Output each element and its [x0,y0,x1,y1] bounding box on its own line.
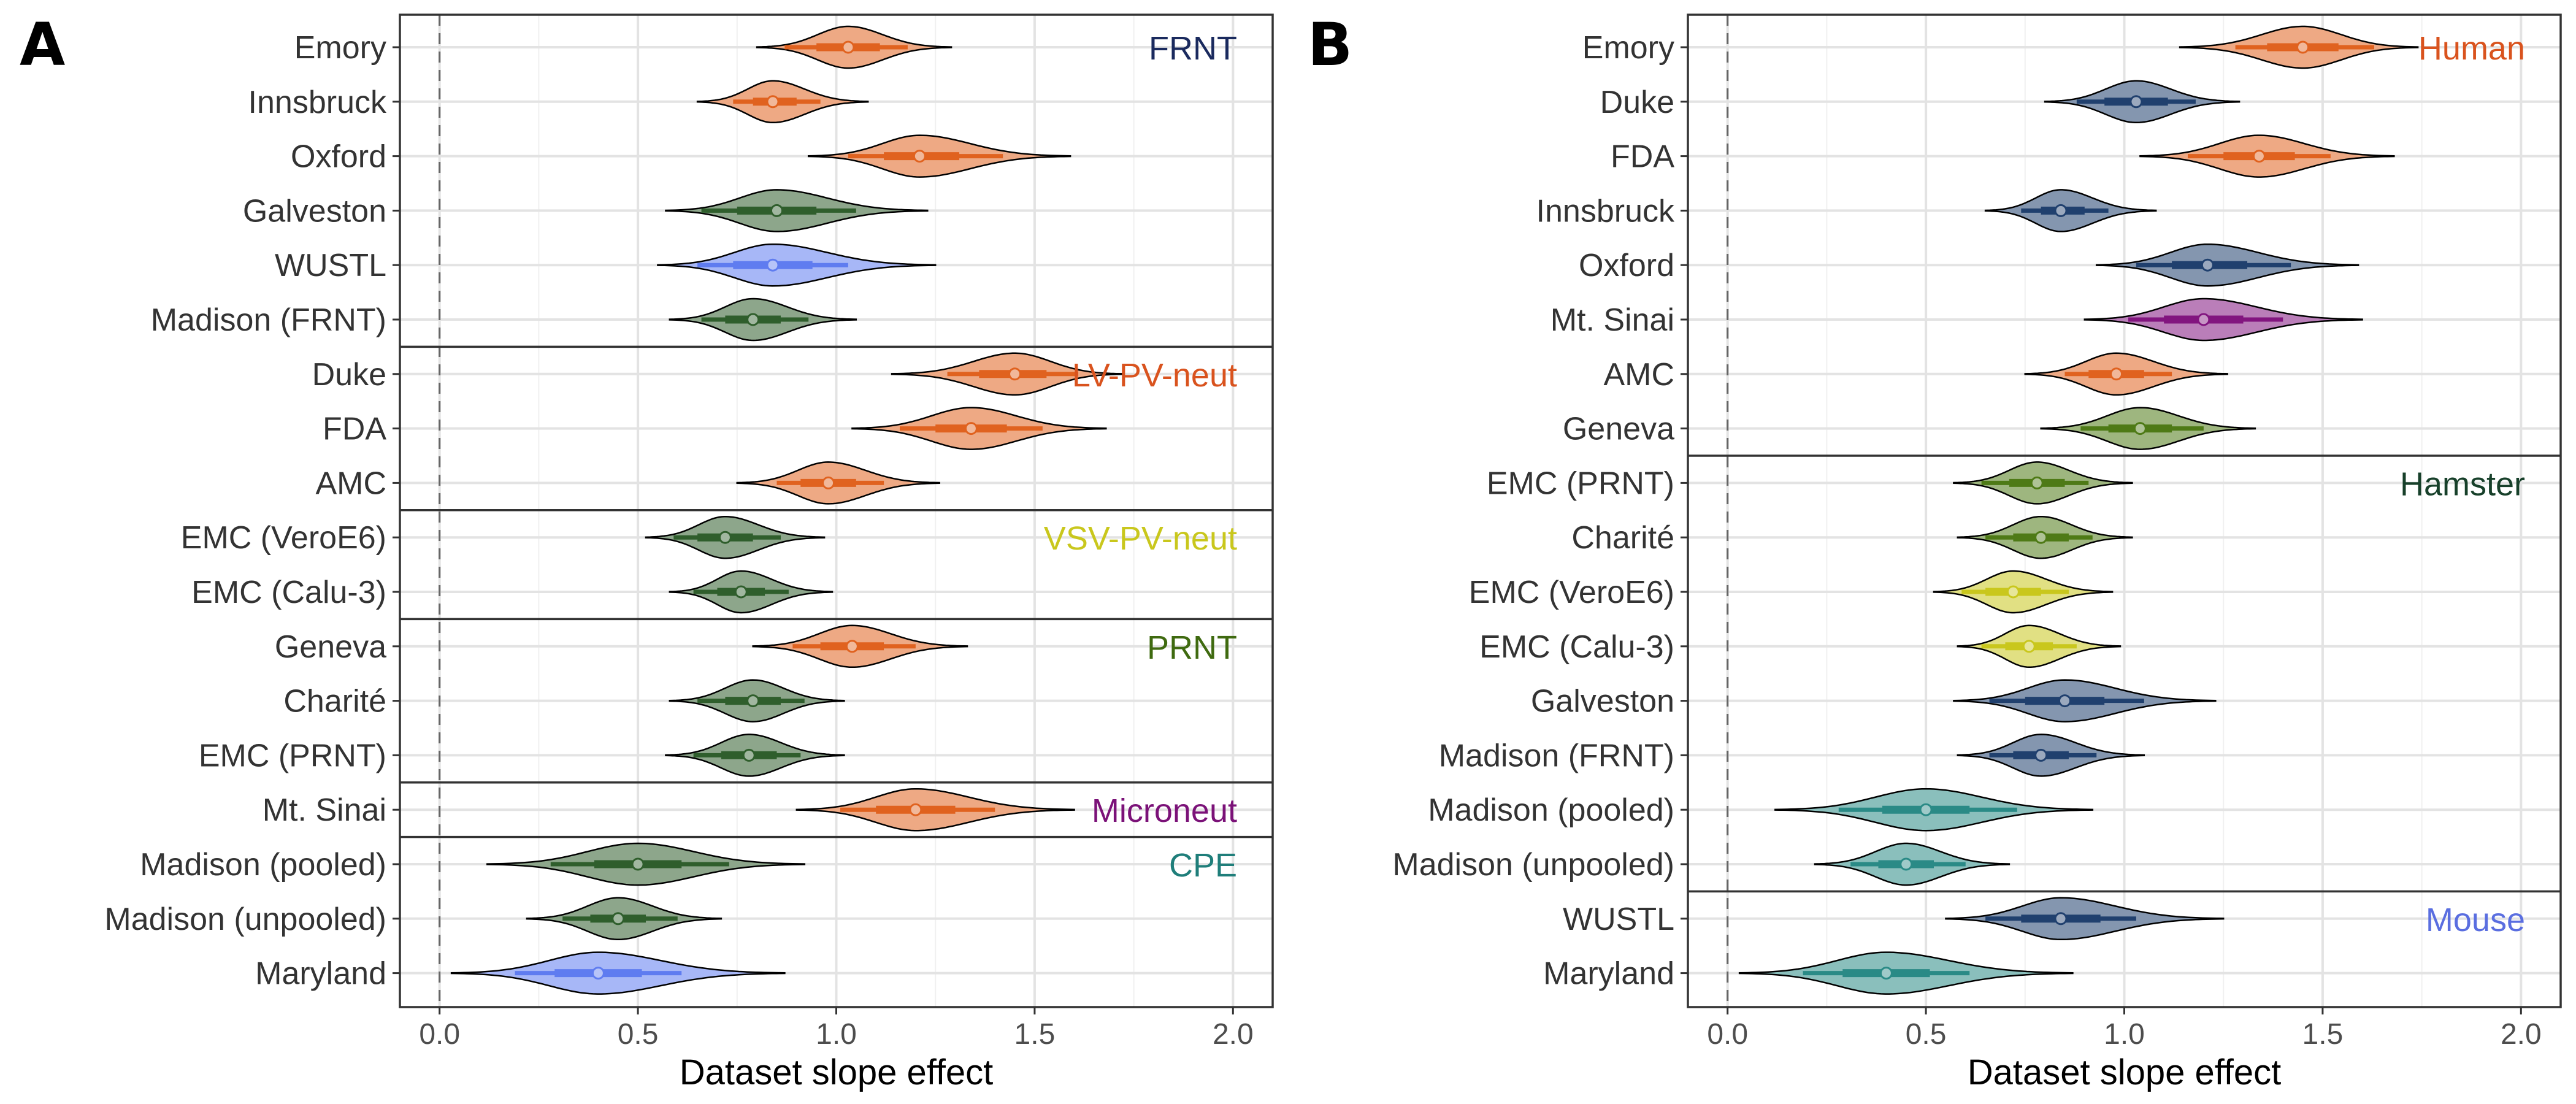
median-point [2201,258,2214,272]
median-point [1919,803,1933,816]
median-point [2054,204,2068,217]
median-point [770,204,783,217]
row-label: Charité [1571,520,1674,556]
group-label: LV-PV-neut [1072,357,1237,394]
row-label: WUSTL [1563,902,1674,937]
group-label: Hamster [2400,466,2525,502]
group-label: CPE [1169,847,1237,884]
median-point [2110,367,2123,381]
row-label: Charité [283,684,386,719]
row-label: Madison (FRNT) [151,302,386,338]
median-point [631,857,645,871]
row-label: Mt. Sinai [1551,302,1674,338]
median-point [2034,748,2048,762]
median-point [734,585,748,599]
median-point [2006,585,2020,599]
median-point [909,803,922,816]
row-label: WUSTL [275,248,386,283]
median-point [746,694,760,708]
median-point [964,422,978,435]
median-point [742,748,756,762]
row-label: Oxford [1579,248,1674,283]
median-point [2129,95,2143,109]
row-label: FDA [1611,139,1674,175]
median-point [2054,912,2068,926]
row-label: Innsbruck [248,85,387,120]
panel-b: Emory Duke FDA Innsbruck Oxford Mt. Sinai AMC G… [1308,10,2562,1092]
row-label: Galveston [243,193,386,229]
row-label: Madison (pooled) [1428,792,1674,828]
median-point [845,640,859,653]
x-tick-label: 0.5 [1906,1018,1947,1051]
x-axis-title: Dataset slope effect [680,1052,994,1092]
x-axis-title: Dataset slope effect [1968,1052,2282,1092]
x-tick-label: 1.5 [2302,1018,2344,1051]
median-point [766,258,780,272]
group-label: Mouse [2426,902,2525,938]
row-label: AMC [315,466,386,501]
row-label: EMC (Calu-3) [191,575,386,610]
row-label: Geneva [275,629,386,665]
row-label: Madison (unpooled) [1392,847,1674,883]
panel-letter: B [1308,10,1352,79]
panel-a: Emory Innsbruck Oxford Galveston WUSTL Madiso… [20,10,1274,1092]
median-point [2252,150,2266,163]
median-point [2197,313,2210,326]
row-label: Galveston [1531,684,1674,719]
x-tick-label: 0.0 [419,1018,460,1051]
row-label: EMC (PRNT) [199,738,386,773]
median-point [841,40,855,54]
median-point [2133,422,2147,435]
row-label: Duke [1600,85,1674,120]
group-label: Microneut [1092,792,1237,829]
median-point [2034,531,2048,544]
row-label: Maryland [255,956,386,992]
median-point [1899,857,1913,871]
row-label: FDA [323,412,386,447]
panel-letter: A [20,10,65,79]
row-label: Oxford [291,139,386,175]
median-point [718,531,732,544]
row-label: Madison (FRNT) [1439,738,1674,773]
median-point [822,476,835,489]
row-label: Madison (unpooled) [104,902,386,937]
row-label: Mt. Sinai [263,792,386,828]
row-label: EMC (VeroE6) [181,520,386,556]
median-point [1008,367,1022,381]
x-tick-label: 1.0 [816,1018,857,1051]
group-label: VSV-PV-neut [1044,520,1237,557]
row-label: Geneva [1563,412,1674,447]
median-point [746,313,760,326]
row-label: Emory [1582,30,1674,66]
median-point [2030,476,2044,489]
median-point [591,967,605,980]
median-point [2022,640,2036,653]
x-tick-label: 0.0 [1707,1018,1748,1051]
row-label: EMC (Calu-3) [1479,629,1674,665]
x-tick-label: 2.0 [2501,1018,2542,1051]
row-label: Madison (pooled) [140,847,386,883]
row-label: Maryland [1543,956,1674,992]
row-label: Emory [294,30,386,66]
median-point [1879,967,1893,980]
x-tick-label: 0.5 [618,1018,659,1051]
x-tick-label: 2.0 [1213,1018,1254,1051]
x-tick-label: 1.0 [2104,1018,2145,1051]
group-label: PRNT [1147,629,1237,666]
row-label: Innsbruck [1536,193,1675,229]
median-point [2058,694,2071,708]
row-label: AMC [1603,357,1674,393]
row-label: EMC (VeroE6) [1469,575,1674,610]
row-label: EMC (PRNT) [1487,466,1674,501]
median-point [2296,40,2310,54]
median-point [766,95,780,109]
x-tick-label: 1.5 [1014,1018,1056,1051]
median-point [611,912,625,926]
group-label: Human [2418,30,2525,67]
median-point [913,150,926,163]
row-label: Duke [312,357,386,393]
group-label: FRNT [1149,30,1237,67]
